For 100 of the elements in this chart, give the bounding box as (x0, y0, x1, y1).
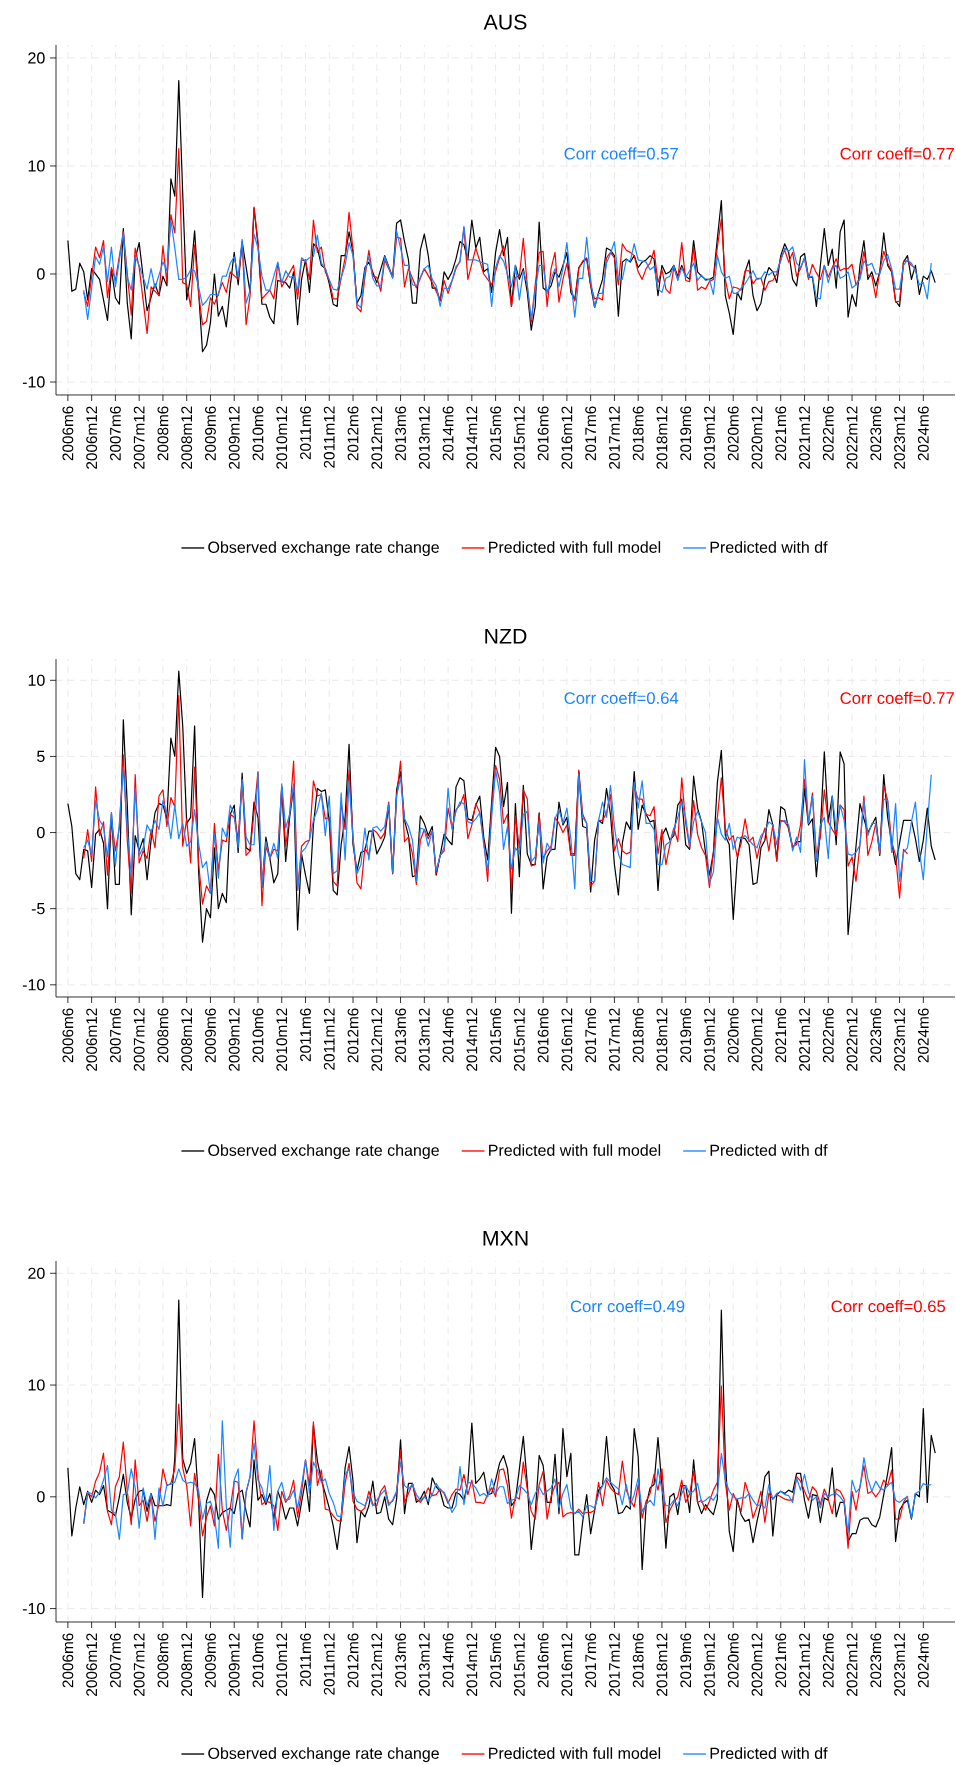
annotation: Corr coeff=0.77 (840, 147, 954, 160)
y-tick-label: -10 (22, 376, 45, 388)
x-tick-label: 2020m6 (727, 1008, 739, 1063)
x-tick-label: 2007m6 (109, 1633, 121, 1688)
x-tick-label: 2013m6 (395, 1633, 406, 1688)
y-tick-label: -5 (31, 903, 45, 915)
x-tick-label: 2008m6 (157, 406, 169, 461)
x-tick-label: 2019m6 (680, 406, 692, 461)
x-tick-label: 2010m6 (252, 1008, 264, 1063)
x-tick-label: 2007m12 (133, 406, 145, 469)
x-tick-label: 2021m6 (775, 1008, 787, 1063)
x-tick-label: 2006m6 (62, 1633, 74, 1688)
x-tick-label: 2016m6 (537, 406, 549, 461)
x-tick-label: 2023m12 (894, 406, 905, 469)
x-tick-label: 2020m12 (751, 1633, 763, 1696)
x-tick-label: 2011m6 (300, 1008, 311, 1062)
x-tick-label: 2010m12 (276, 1633, 288, 1696)
annotation: Corr coeff=0.65 (831, 1300, 946, 1313)
x-tick-label: 2017m12 (608, 406, 620, 469)
x-tick-label: 2007m12 (133, 1633, 145, 1696)
chart-title: NZD (485, 628, 527, 644)
x-tick-label: 2023m12 (894, 1008, 905, 1071)
x-tick-label: 2018m6 (632, 406, 644, 461)
x-tick-label: 2012m12 (371, 406, 383, 469)
x-tick-label: 2008m12 (181, 1008, 193, 1071)
legend-label: Observed exchange rate change (208, 1747, 439, 1763)
x-tick-label: 2021m12 (799, 1633, 810, 1696)
legend-label: Predicted with full model (489, 541, 661, 553)
y-tick-label: -10 (22, 1602, 45, 1615)
x-tick-label: 2021m12 (799, 1008, 810, 1071)
line-series (83, 1420, 932, 1549)
line-series (83, 758, 932, 895)
x-tick-label: 2014m6 (442, 406, 454, 461)
x-tick-label: 2014m12 (466, 1008, 478, 1071)
x-tick-label: 2006m12 (86, 406, 98, 469)
x-tick-label: 2006m12 (86, 1633, 98, 1696)
x-tick-label: 2024m6 (917, 406, 929, 461)
x-tick-label: 2019m6 (680, 1008, 692, 1063)
y-tick-label: 10 (28, 674, 45, 686)
x-tick-label: 2010m6 (252, 1633, 264, 1688)
x-tick-label: 2023m6 (870, 1008, 882, 1063)
legend-label: Predicted with full model (489, 1747, 661, 1759)
x-tick-label: 2024m6 (917, 1008, 929, 1063)
x-tick-label: 2016m12 (561, 1008, 573, 1071)
x-tick-label: 2009m6 (205, 1633, 216, 1688)
x-tick-label: 2012m6 (347, 406, 359, 461)
legend-label: Observed exchange rate change (208, 1144, 439, 1160)
x-tick-label: 2012m6 (347, 1633, 359, 1688)
x-tick-label: 2008m12 (181, 1633, 193, 1696)
x-tick-label: 2017m12 (608, 1008, 620, 1071)
x-tick-label: 2010m6 (252, 406, 264, 461)
legend-label: Predicted with df (710, 1144, 828, 1156)
x-tick-label: 2015m12 (513, 406, 525, 469)
x-tick-label: 2018m12 (656, 1633, 668, 1696)
x-tick-label: 2011m12 (323, 1633, 335, 1695)
x-tick-label: 2022m12 (846, 1008, 858, 1071)
x-tick-label: 2014m12 (466, 406, 478, 469)
x-tick-label: 2012m12 (371, 1008, 383, 1071)
x-tick-label: 2006m12 (86, 1008, 98, 1071)
annotation: Corr coeff=0.64 (564, 691, 679, 704)
y-tick-label: 10 (28, 1379, 45, 1391)
x-tick-label: 2015m6 (490, 1633, 502, 1688)
x-tick-label: 2020m12 (751, 406, 763, 469)
x-tick-label: 2009m12 (228, 1633, 240, 1696)
y-tick-label: 5 (37, 750, 45, 762)
x-tick-label: 2022m12 (846, 1633, 858, 1696)
x-tick-label: 2006m6 (62, 406, 74, 461)
x-tick-label: 2018m6 (632, 1008, 644, 1063)
x-tick-label: 2015m12 (513, 1633, 525, 1696)
x-tick-label: 2013m6 (395, 1008, 406, 1063)
legend-label: Predicted with full model (489, 1144, 661, 1156)
legend-label: Predicted with df (710, 541, 828, 553)
annotation: Corr coeff=0.77 (840, 691, 954, 704)
x-tick-label: 2006m6 (62, 1008, 74, 1063)
y-tick-label: 20 (28, 52, 45, 64)
line-series (83, 219, 932, 320)
x-tick-label: 2022m12 (846, 406, 858, 469)
x-tick-label: 2019m12 (704, 1633, 715, 1696)
x-tick-label: 2023m6 (870, 1633, 882, 1688)
x-tick-label: 2009m6 (205, 1008, 216, 1063)
x-tick-label: 2011m6 (300, 406, 311, 460)
x-tick-label: 2021m12 (799, 406, 810, 469)
x-tick-label: 2008m12 (181, 406, 193, 469)
x-tick-label: 2020m12 (751, 1008, 763, 1071)
x-tick-label: 2010m12 (276, 1008, 288, 1071)
x-tick-label: 2016m12 (561, 406, 573, 469)
y-tick-label: 0 (37, 826, 45, 839)
x-tick-label: 2011m12 (323, 406, 335, 468)
x-tick-label: 2015m6 (490, 1008, 502, 1063)
x-tick-label: 2009m12 (228, 1008, 240, 1071)
x-tick-label: 2024m6 (917, 1633, 929, 1688)
x-tick-label: 2010m12 (276, 406, 288, 469)
x-tick-label: 2021m6 (775, 1633, 787, 1688)
x-tick-label: 2019m6 (680, 1633, 692, 1688)
legend-label: Observed exchange rate change (208, 541, 439, 557)
x-tick-label: 2008m6 (157, 1633, 169, 1688)
x-tick-label: 2016m6 (537, 1633, 549, 1688)
x-tick-label: 2007m6 (109, 406, 121, 461)
x-tick-label: 2018m12 (656, 406, 668, 469)
x-tick-label: 2007m12 (133, 1008, 145, 1071)
